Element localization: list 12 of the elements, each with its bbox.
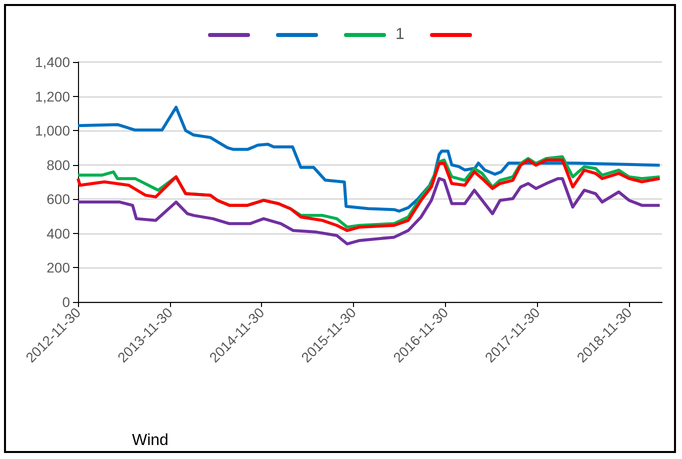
y-tick-label: 1,400 [34, 54, 70, 70]
text: Wind [132, 432, 168, 450]
y-tick-label: 600 [46, 191, 70, 208]
line-series [76, 106, 662, 213]
y-tick-label: 200 [46, 260, 70, 276]
y-tick-label: 1,200 [34, 88, 70, 104]
y-tick-label: 0 [62, 294, 70, 310]
y-tick-label: 400 [46, 225, 70, 242]
y-tick-label: 1,000 [34, 122, 70, 139]
y-tick-label: 800 [46, 156, 70, 173]
line-series [76, 177, 662, 246]
legend-label: 1 [396, 26, 404, 44]
